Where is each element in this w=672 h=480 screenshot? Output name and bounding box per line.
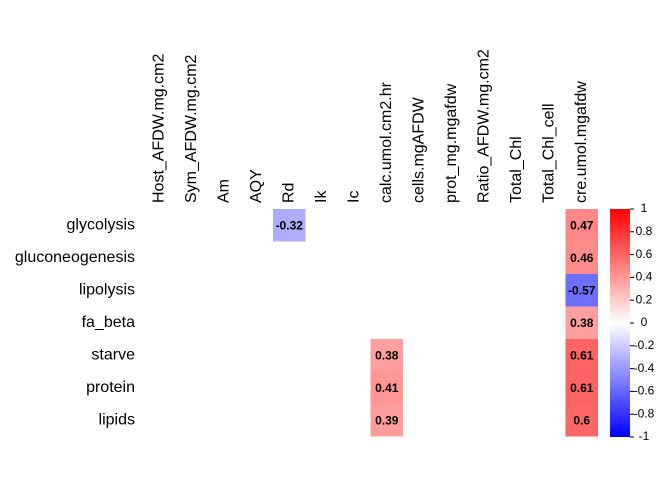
column-label: Total_Chl_cell xyxy=(540,103,557,203)
column-label: cells.mgAFDW xyxy=(410,96,427,203)
column-label: Ic xyxy=(345,191,362,203)
color-bar-tick-label: -0.6 xyxy=(634,384,655,398)
color-bar-tick-label: -1 xyxy=(639,429,650,443)
row-label: protein xyxy=(86,379,135,396)
column-label: Rd xyxy=(280,183,297,203)
color-bar xyxy=(610,209,630,437)
row-label: fa_beta xyxy=(82,314,135,331)
cell-label: 0.6 xyxy=(573,413,590,427)
column-label: cre.umol.mgafdw xyxy=(573,81,590,203)
cell xyxy=(370,404,403,437)
column-label: Sym_AFDW.mg.cm2 xyxy=(183,54,200,203)
cell-label: 0.39 xyxy=(375,413,399,427)
cell-label: 0.41 xyxy=(375,381,399,395)
column-label: AQY xyxy=(248,169,265,203)
color-bar-tick-label: -0.2 xyxy=(634,338,655,352)
color-bar-tick-label: -0.4 xyxy=(634,361,655,375)
color-bar-tick-label: 0.8 xyxy=(636,224,653,238)
cell-label: -0.57 xyxy=(568,283,596,297)
color-bar-tick-label: 1 xyxy=(641,201,648,215)
cell-label: 0.61 xyxy=(570,381,594,395)
cell xyxy=(370,371,403,404)
cell xyxy=(565,404,598,437)
cell-label: 0.47 xyxy=(570,218,594,232)
cell xyxy=(370,339,403,372)
cell xyxy=(565,306,598,339)
color-bar-tick-label: 0.2 xyxy=(636,292,653,306)
row-label: glycolysis xyxy=(67,216,135,233)
column-label: Ik xyxy=(313,190,330,203)
row-label: lipolysis xyxy=(79,281,135,298)
row-label: lipids xyxy=(99,411,135,428)
cell xyxy=(565,339,598,372)
column-label: prot_mg.mgafdw xyxy=(443,83,460,203)
cell xyxy=(565,209,598,242)
cell-label: 0.38 xyxy=(570,316,594,330)
color-bar-tick-label: 0.6 xyxy=(636,247,653,261)
column-label: Total_Chl xyxy=(508,136,525,203)
row-label: gluconeogenesis xyxy=(15,249,135,266)
color-bar-tick-label: 0 xyxy=(641,315,648,329)
column-label: Ratio_AFDW.mg.cm2 xyxy=(475,49,492,203)
cell xyxy=(565,371,598,404)
cell-label: 0.61 xyxy=(570,348,594,362)
cell-label: 0.38 xyxy=(375,348,399,362)
cell xyxy=(273,209,306,242)
cell xyxy=(565,274,598,307)
cell xyxy=(565,241,598,274)
cell-label: -0.32 xyxy=(276,218,304,232)
column-label: Am xyxy=(215,179,232,203)
row-label: starve xyxy=(91,346,135,363)
cell-label: 0.46 xyxy=(570,251,594,265)
column-label: Host_AFDW.mg.cm2 xyxy=(150,54,167,203)
color-bar-tick-label: 0.4 xyxy=(636,270,653,284)
color-bar-tick-label: -0.8 xyxy=(634,406,655,420)
column-label: calc.umol.cm2.hr xyxy=(378,81,395,203)
